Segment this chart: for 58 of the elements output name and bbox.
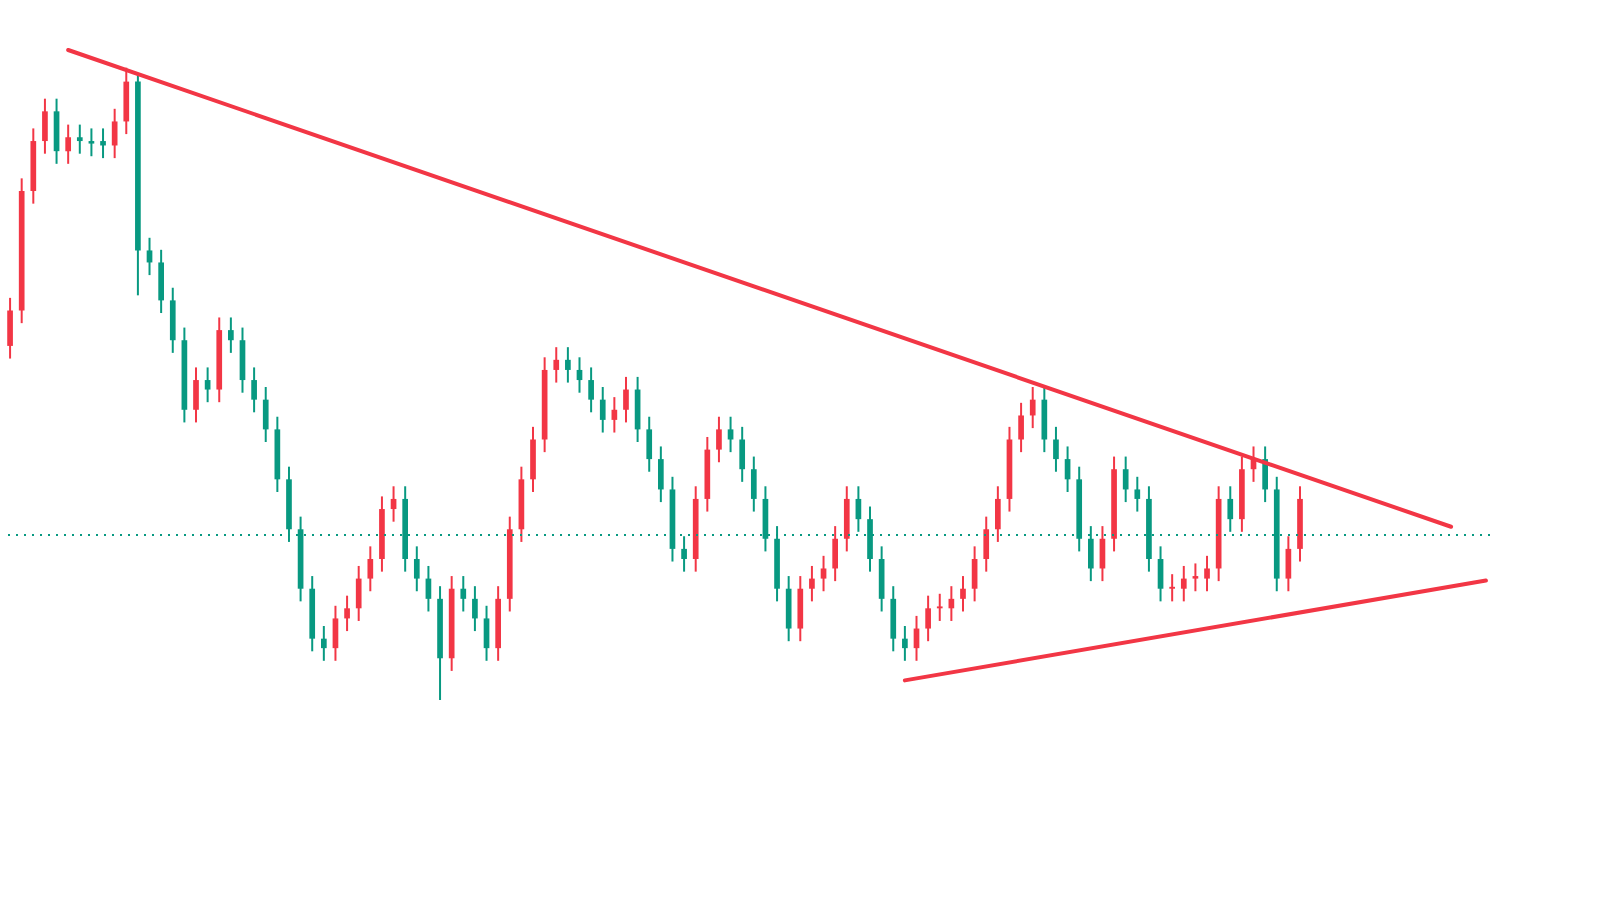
candlestick — [413, 545, 420, 593]
candlestick — [65, 123, 72, 165]
candlestick — [1227, 485, 1234, 533]
candlestick — [902, 625, 908, 662]
candlestick — [739, 425, 746, 483]
candlestick — [565, 346, 571, 384]
candlestick — [530, 425, 536, 493]
candlestick — [262, 386, 269, 444]
candlestick — [1029, 386, 1036, 430]
candlestick — [820, 554, 827, 593]
candlestick — [460, 575, 467, 613]
candlestick — [251, 366, 257, 414]
candlestick — [1192, 562, 1199, 593]
candlestick — [925, 594, 931, 643]
candlestick — [646, 415, 653, 473]
candlestick — [553, 346, 560, 384]
candlestick — [42, 97, 48, 155]
candlestick — [681, 535, 687, 573]
candlestick — [344, 594, 350, 633]
candlestick — [228, 316, 234, 354]
candlestick — [1204, 554, 1210, 593]
candlestick — [716, 415, 722, 464]
candlestick — [936, 592, 943, 622]
candlestick — [599, 386, 606, 434]
candlestick — [1041, 386, 1048, 454]
candlestick — [367, 545, 374, 593]
candlestick — [1169, 573, 1176, 603]
candlestick — [623, 375, 629, 424]
candlestick — [750, 455, 757, 513]
candlestick — [204, 366, 211, 404]
candlestick — [1180, 564, 1187, 603]
candlestick — [983, 515, 990, 573]
candlestick — [1134, 475, 1141, 513]
candlestick — [995, 485, 1001, 543]
candlestick — [890, 585, 897, 653]
candlestick — [658, 445, 664, 504]
candlestick — [76, 123, 83, 155]
candlestick — [1018, 401, 1024, 454]
candlestick — [1122, 455, 1129, 504]
candlestick — [100, 127, 106, 160]
candlestick — [785, 575, 792, 643]
candlestick — [158, 248, 164, 315]
candlestick — [832, 525, 838, 583]
candlestick — [320, 625, 327, 662]
candlestick — [809, 564, 815, 603]
candlestick — [193, 366, 199, 424]
candlestick — [960, 575, 966, 613]
candlestick — [111, 107, 118, 160]
candlestick — [843, 485, 850, 553]
candlestick — [588, 366, 594, 414]
candlestick — [797, 575, 804, 643]
candlestick — [355, 564, 362, 622]
candlestick — [88, 127, 95, 158]
candlestick — [123, 66, 130, 136]
candlestick — [472, 585, 478, 633]
candlestick — [169, 286, 176, 354]
candlestick — [7, 296, 13, 360]
candlestick — [1053, 425, 1059, 473]
